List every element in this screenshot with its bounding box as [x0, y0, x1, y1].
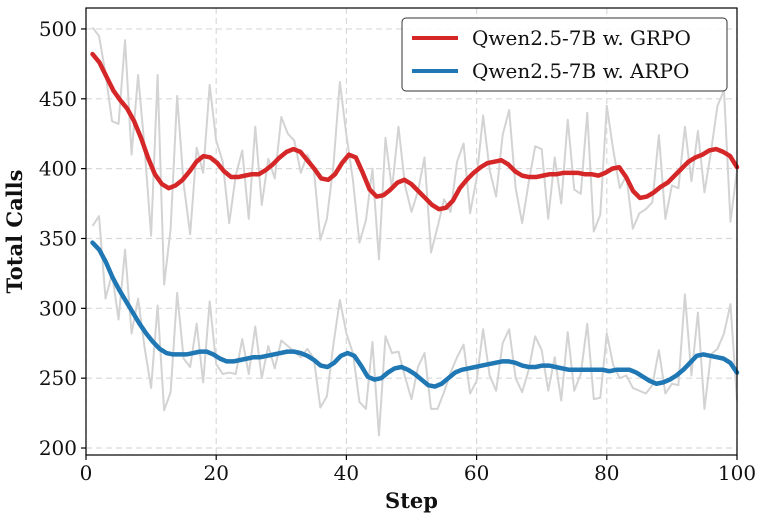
smoothed-line-arpo — [90, 240, 740, 389]
y-tick-label-300: 300 — [39, 296, 77, 320]
y-tick-label-450: 450 — [39, 87, 77, 111]
x-tick-label-60: 60 — [464, 461, 489, 485]
legend-label-arpo: Qwen2.5-7B w. ARPO — [472, 59, 689, 83]
legend: Qwen2.5-7B w. GRPO Qwen2.5-7B w. ARPO — [401, 17, 728, 92]
x-tick-label-40: 40 — [334, 461, 359, 485]
legend-box — [401, 17, 728, 92]
y-axis-title: Total Calls — [2, 170, 27, 294]
y-tick-label-400: 400 — [39, 157, 77, 181]
y-tick-label-350: 350 — [39, 226, 77, 250]
x-axis-title: Step — [385, 488, 438, 513]
x-tick-label-0: 0 — [80, 461, 93, 485]
x-tick-label-80: 80 — [594, 461, 619, 485]
x-tick-label-20: 20 — [203, 461, 228, 485]
smoothed-series-layer — [90, 51, 740, 389]
plot-frame — [85, 7, 738, 456]
legend-label-grpo: Qwen2.5-7B w. GRPO — [472, 26, 691, 50]
y-tick-label-250: 250 — [39, 366, 77, 390]
x-tick-label-100: 100 — [718, 461, 756, 485]
y-tick-label-500: 500 — [39, 17, 77, 41]
ticks: 0 20 40 60 80 100 200 250 300 350 400 450 500 — [39, 17, 756, 485]
smoothed-line-grpo — [90, 51, 740, 212]
raw-line-arpo — [91, 215, 738, 437]
y-tick-label-200: 200 — [39, 436, 77, 460]
